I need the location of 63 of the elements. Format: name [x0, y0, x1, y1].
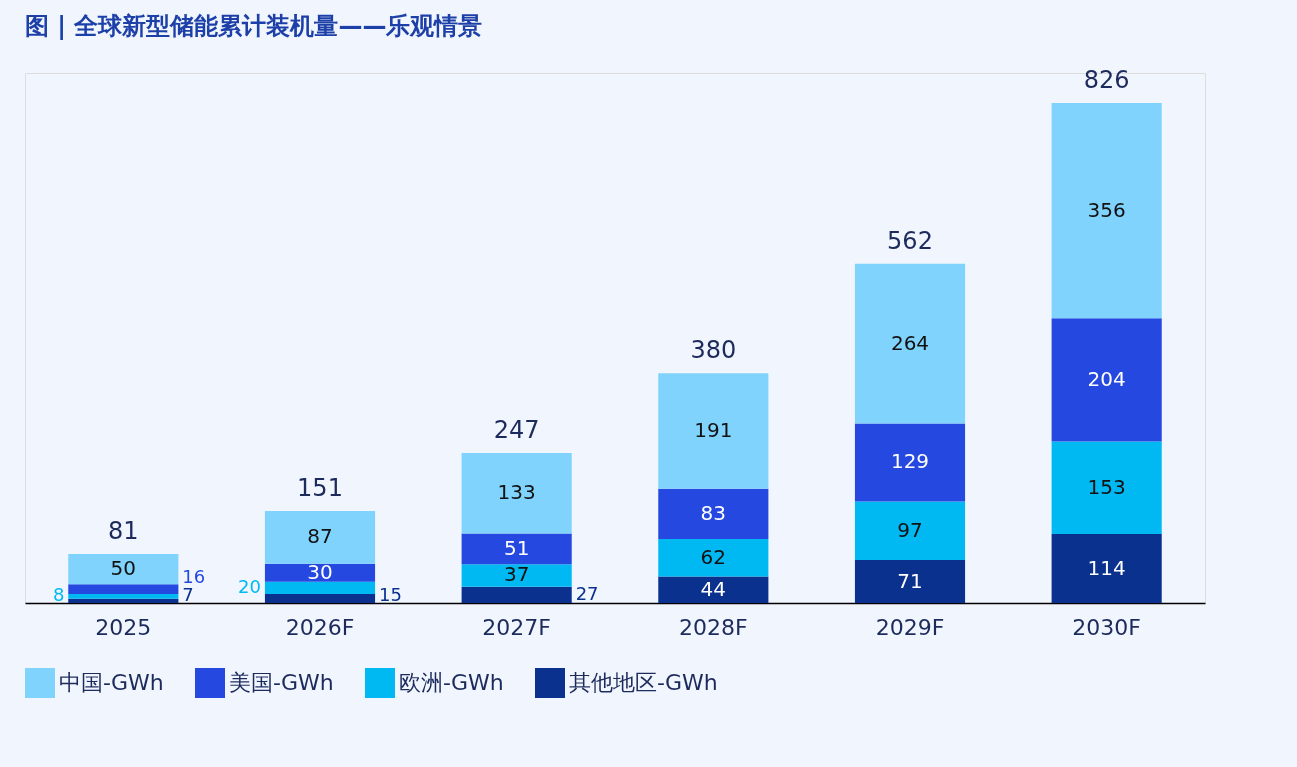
bar — [1051, 534, 1162, 603]
bar — [1051, 318, 1162, 442]
data-label: 50 — [110, 556, 137, 581]
chart-title: 图 | 全球新型储能累计装机量——乐观情景 — [25, 12, 483, 40]
legend-label: 美国-GWh — [229, 670, 334, 695]
bar — [264, 581, 376, 594]
data-label: 87 — [307, 524, 333, 549]
bar — [461, 586, 572, 603]
bar — [264, 511, 376, 564]
data-label: 15 — [379, 583, 402, 605]
data-label: 27 — [575, 582, 599, 604]
bar — [461, 453, 572, 534]
x-tick-label: 2026F — [285, 614, 355, 640]
x-tick-label: 2028F — [679, 614, 748, 640]
bar — [854, 263, 966, 424]
data-label: 153 — [1087, 474, 1126, 499]
bar — [854, 560, 966, 603]
bar — [264, 563, 376, 582]
bar — [264, 593, 376, 603]
data-label: 204 — [1087, 366, 1126, 391]
legend-label: 中国-GWh — [59, 670, 164, 695]
data-label: 114 — [1087, 555, 1126, 580]
data-label: 191 — [694, 417, 733, 442]
total-label: 380 — [690, 336, 737, 365]
x-tick-label: 2027F — [482, 614, 551, 640]
data-label: 83 — [700, 500, 727, 525]
data-label: 8 — [52, 583, 65, 605]
bar — [854, 501, 966, 561]
bar — [461, 533, 572, 565]
bar — [658, 373, 769, 489]
data-label: 62 — [700, 544, 727, 569]
data-label: 51 — [503, 535, 530, 560]
data-label: 37 — [503, 562, 530, 587]
bar — [68, 554, 179, 585]
total-label: 247 — [493, 416, 540, 445]
total-label: 151 — [297, 474, 343, 503]
bar — [658, 488, 769, 539]
bar — [658, 576, 769, 603]
legend-label: 其他地区-GWh — [569, 670, 718, 695]
data-label: 71 — [897, 568, 923, 593]
bar — [1051, 441, 1162, 535]
data-label: 97 — [897, 517, 923, 542]
total-label: 562 — [887, 226, 933, 255]
x-tick-label: 2029F — [875, 614, 945, 640]
data-label: 30 — [307, 559, 333, 584]
bar — [658, 538, 769, 577]
x-tick-label: 2025 — [95, 614, 152, 640]
data-label: 133 — [497, 480, 536, 505]
bar — [68, 584, 179, 594]
data-label: 20 — [238, 575, 261, 597]
bar — [1051, 103, 1162, 319]
bar — [68, 598, 179, 603]
data-label: 129 — [890, 449, 930, 474]
data-label: 264 — [890, 330, 930, 355]
bar — [461, 564, 572, 587]
data-label: 356 — [1087, 197, 1126, 222]
bar — [854, 423, 966, 502]
legend-label: 欧洲-GWh — [399, 670, 504, 695]
total-label: 826 — [1083, 66, 1130, 94]
total-label: 81 — [108, 517, 139, 546]
data-label: 44 — [700, 576, 727, 601]
bar — [68, 593, 179, 599]
x-tick-label: 2030F — [1072, 614, 1141, 640]
